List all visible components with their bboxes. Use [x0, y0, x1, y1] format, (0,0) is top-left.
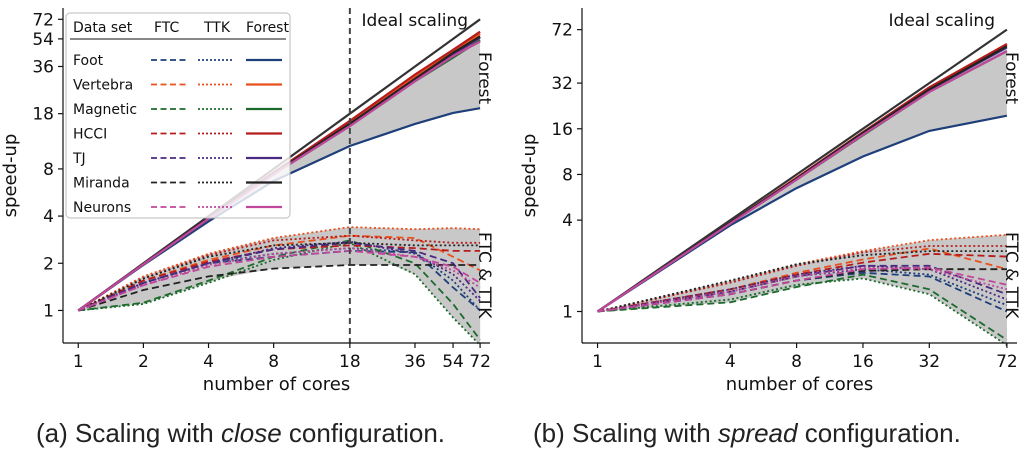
line-hcci-ftc	[597, 252, 1007, 313]
line-neurons-forest	[77, 40, 481, 312]
line-miranda-ttk	[597, 250, 1007, 313]
legend-entry: Foot	[73, 53, 104, 69]
x-tick-label: 4	[725, 352, 736, 372]
line-magnetic-ftc	[78, 239, 481, 341]
x-tick-label: 16	[852, 352, 874, 372]
y-tick-label: 54	[32, 30, 54, 50]
x-tick-label: 8	[791, 352, 802, 372]
chart-spread: 1 4 8 16 32 72 1 4 8 16 32 72 number of cores speed-u…	[519, 8, 1021, 395]
line-magnetic-ttk	[78, 241, 481, 346]
x-tick-label: 32	[918, 352, 940, 372]
ftc-ttk-label: FTC & TTK	[1001, 232, 1021, 319]
line-neurons-ftc	[597, 266, 1008, 313]
line-foot-forest	[597, 114, 1008, 313]
legend-entry: TJ	[72, 151, 86, 167]
legend-header: Forest	[246, 20, 289, 36]
x-tick-label: 36	[404, 352, 426, 372]
y-tick-label: 2	[43, 254, 54, 274]
y-tick-label: 8	[43, 160, 54, 180]
legend-entry: Miranda	[73, 176, 130, 192]
line-neurons-ttk	[77, 247, 481, 312]
x-tick-label: 18	[339, 352, 361, 372]
x-tick-label: 2	[138, 352, 149, 372]
y-tick-label: 16	[551, 120, 573, 140]
legend-header: TTK	[203, 20, 231, 36]
y-axis-label: speed-up	[0, 134, 21, 218]
forest-label: Forest	[474, 52, 494, 105]
ttk-band	[597, 234, 1007, 346]
x-axis-label: number of cores	[726, 374, 873, 395]
y-tick-label: 18	[32, 105, 54, 125]
legend-box	[65, 12, 291, 219]
y-tick-label: 32	[551, 74, 573, 94]
y-tick-label: 4	[562, 211, 573, 231]
legend-header: FTC	[154, 20, 180, 36]
legend-entry: Neurons	[73, 200, 131, 216]
line-neurons-forest	[596, 50, 1008, 313]
x-tick-label: 4	[203, 352, 214, 372]
legend-header: Data set	[73, 20, 133, 36]
y-tick-label: 72	[32, 10, 54, 30]
x-tick-label: 1	[592, 352, 603, 372]
y-tick-label: 36	[32, 57, 54, 77]
x-axis-label: number of cores	[203, 374, 350, 395]
line-vertebra-ttk	[77, 226, 481, 312]
y-axis-label: speed-up	[519, 134, 540, 218]
y-tick-label: 1	[562, 302, 573, 322]
line-tj-ttk	[77, 240, 481, 312]
line-hcci-ftc	[77, 244, 481, 312]
line-neurons-ttk	[597, 266, 1008, 313]
x-tick-label: 72	[996, 352, 1018, 372]
line-tj-ttk	[597, 264, 1008, 313]
ttk-band	[78, 227, 481, 346]
legend-entry: HCCI	[73, 127, 107, 143]
ftc-ttk-label: FTC & TTK	[474, 232, 494, 319]
ideal-scaling-label: Ideal scaling	[889, 11, 995, 31]
line-miranda-ftc	[78, 264, 481, 312]
ftc-band	[78, 235, 481, 340]
x-tick-label: 54	[442, 352, 464, 372]
caption-b: (b) Scaling with spread configuration.	[533, 418, 961, 448]
x-tick-label: 1	[73, 352, 84, 372]
x-tick-label: 72	[469, 352, 491, 372]
legend-entry: Magnetic	[73, 102, 137, 118]
line-magnetic-ttk	[597, 277, 1008, 346]
x-tick-label: 8	[268, 352, 279, 372]
y-tick-label: 72	[551, 21, 573, 41]
ideal-scaling-line	[596, 28, 1008, 313]
y-tick-label: 4	[43, 207, 54, 227]
line-hcci-ttk	[597, 245, 1007, 313]
ideal-scaling-label: Ideal scaling	[362, 11, 468, 31]
legend: Data set FTC TTK Forest Foot Vertebra Magnetic…	[65, 12, 291, 219]
caption-a: (a) Scaling with close configuration.	[36, 418, 445, 448]
legend-entry: Vertebra	[73, 78, 133, 94]
forest-label: Forest	[1001, 52, 1021, 105]
y-tick-label: 8	[562, 165, 573, 185]
y-tick-label: 1	[43, 301, 54, 321]
